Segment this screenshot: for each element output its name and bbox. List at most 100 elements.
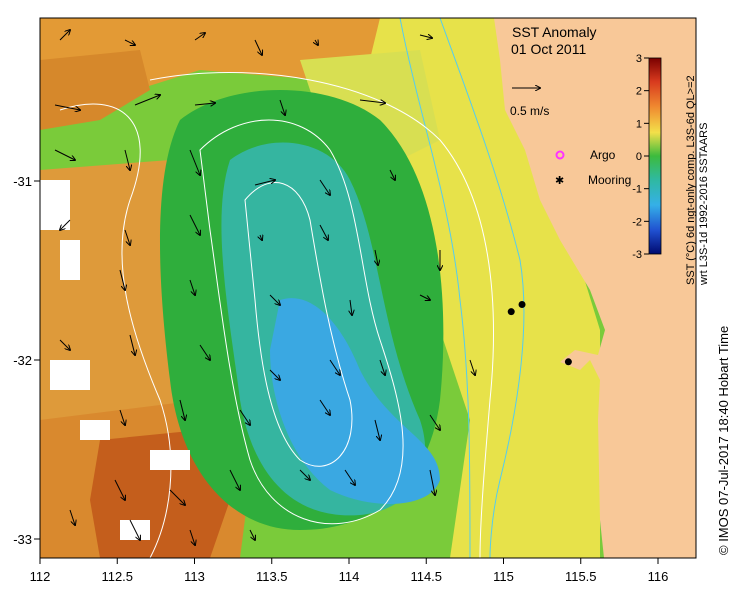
current-vector — [199, 344, 210, 360]
current-vector — [319, 224, 328, 240]
current-vector — [189, 149, 200, 175]
current-vector — [319, 399, 330, 415]
mooring-marker-icon: ✱ — [555, 174, 564, 187]
current-vector — [359, 100, 385, 103]
land-western-australia — [494, 18, 696, 558]
current-vector — [344, 469, 355, 485]
current-vector — [124, 149, 130, 170]
colorbar-tick-label: 1 — [636, 118, 642, 130]
current-vector — [254, 180, 275, 186]
current-vector — [129, 334, 135, 355]
current-vector — [189, 529, 195, 545]
mooring-marker — [518, 301, 526, 309]
anomaly-field — [40, 18, 696, 558]
imos-credit: © IMOS 07-Jul-2017 18:40 Hobart Time — [716, 326, 731, 555]
current-vector — [249, 529, 255, 540]
current-vector — [429, 414, 440, 430]
warm-region-west — [40, 160, 190, 470]
current-vector — [379, 359, 385, 375]
y-tick-label: -31 — [13, 174, 32, 189]
current-vector — [239, 409, 250, 425]
current-vector — [54, 149, 75, 160]
current-vector — [59, 30, 70, 41]
current-vector — [124, 229, 130, 245]
scale-label: 0.5 m/s — [510, 104, 549, 118]
current-vector — [69, 509, 75, 525]
current-vector — [134, 95, 160, 106]
current-vector — [469, 359, 475, 375]
mooring-marker — [507, 308, 515, 316]
current-vector — [254, 39, 262, 55]
current-vector — [179, 399, 185, 420]
current-vector — [54, 104, 80, 110]
yellow-shelf-band — [360, 18, 600, 558]
colorbar-ticks: 3 2 1 0 -1 -2 -3 — [632, 53, 649, 261]
colorbar — [648, 57, 662, 255]
cloud-gaps — [40, 180, 190, 540]
colorbar-tick-label: -3 — [632, 249, 642, 261]
current-vector — [329, 359, 340, 375]
current-vector — [194, 33, 205, 41]
mooring-marker — [564, 358, 572, 366]
colorbar-tick-label: -2 — [632, 216, 642, 228]
current-vector — [189, 279, 195, 295]
y-axis-ticks: -31 -32 -33 — [13, 174, 40, 547]
x-tick-label: 114 — [339, 569, 360, 584]
current-vector — [389, 169, 395, 180]
current-vector — [350, 299, 352, 315]
current-vector — [374, 419, 380, 440]
colorbar-label-2: wrt L3S-1d 1992-2016 SSTAARS — [698, 123, 710, 286]
warm-region-northwest — [40, 50, 150, 130]
map-title: SST Anomaly — [512, 24, 597, 40]
current-vector — [269, 369, 280, 380]
current-vector — [269, 294, 280, 305]
current-vector — [229, 469, 240, 490]
x-tick-label: 115.5 — [565, 569, 597, 584]
current-vector — [60, 219, 71, 230]
current-vector — [319, 179, 330, 195]
current-vector — [375, 249, 378, 265]
y-tick-label: -32 — [13, 353, 32, 368]
current-vector — [260, 235, 262, 240]
current-vectors — [54, 30, 475, 545]
colorbar-tick-label: 2 — [636, 86, 642, 98]
current-vector — [419, 294, 430, 300]
colorbar-tick-label: -1 — [632, 184, 642, 196]
current-vector — [119, 269, 125, 290]
current-vector — [299, 469, 310, 480]
current-vector — [194, 103, 215, 105]
colorbar-label-1: SST (°C) 6d ngt-only comp. L3S-6d QL>=2 — [685, 75, 697, 285]
altimetry-contours — [59, 72, 494, 558]
x-tick-label: 113.5 — [256, 569, 288, 584]
colorbar-tick-label: 0 — [636, 151, 642, 163]
x-axis-ticks: 112 112.5 113 113.5 114 114.5 115 115.5 116 — [30, 558, 669, 584]
yellow-north-band — [300, 50, 440, 170]
x-tick-label: 113 — [184, 569, 205, 584]
current-vector — [429, 469, 435, 495]
x-tick-label: 115 — [493, 569, 514, 584]
map-date: 01 Oct 2011 — [511, 41, 586, 57]
argo-marker-icon — [555, 150, 565, 160]
mooring-markers — [507, 301, 572, 366]
current-vector — [124, 39, 135, 45]
legend-argo-label: Argo — [590, 148, 616, 162]
x-tick-label: 114.5 — [410, 569, 442, 584]
current-vector — [119, 409, 125, 425]
current-vector — [279, 99, 285, 115]
current-vector — [114, 479, 125, 500]
current-vector — [189, 214, 200, 235]
x-tick-label: 116 — [648, 569, 669, 584]
current-vector — [419, 35, 432, 38]
plot-border — [39, 17, 697, 559]
x-tick-label: 112 — [30, 569, 51, 584]
colorbar-tick-label: 3 — [636, 53, 642, 65]
current-vector — [129, 519, 140, 540]
y-tick-label: -33 — [13, 532, 32, 547]
legend-mooring-label: Mooring — [588, 173, 631, 187]
isobaths — [399, 18, 525, 558]
current-vector — [315, 40, 318, 45]
current-vector — [169, 489, 185, 505]
x-tick-label: 112.5 — [101, 569, 133, 584]
cold-core — [270, 298, 440, 504]
